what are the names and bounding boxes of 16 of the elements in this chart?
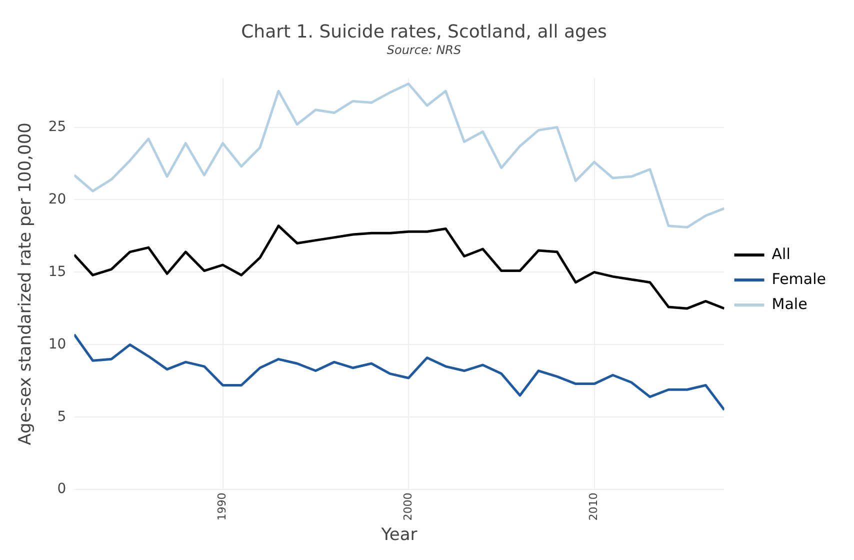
x-tick-label: 1990 (216, 492, 229, 521)
x-axis-title: Year (380, 525, 418, 546)
chart-title: Chart 1. Suicide rates, Scotland, all ages (241, 21, 607, 42)
y-tick-label: 10 (48, 336, 66, 352)
x-tick-label: 2010 (587, 492, 600, 521)
chart-subtitle: Source: NRS (386, 42, 462, 57)
y-axis-title: Age-sex standarized rate per 100,000 (16, 122, 36, 446)
y-tick-label: 0 (57, 481, 66, 498)
y-tick-label: 20 (48, 191, 66, 208)
legend-label: All (772, 244, 790, 263)
x-tick-label: 2000 (401, 492, 414, 521)
y-tick-label: 25 (48, 118, 66, 135)
y-tick-label: 15 (48, 264, 66, 280)
legend-label: Female (772, 270, 826, 288)
y-tick-label: 5 (57, 408, 66, 425)
legend-label: Male (772, 294, 808, 313)
